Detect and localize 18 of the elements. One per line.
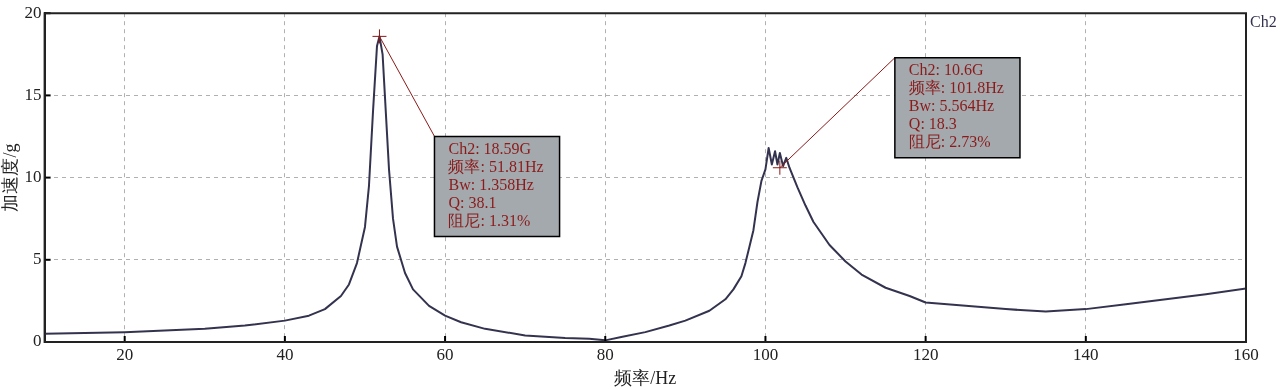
x-tick-label: 140 <box>1073 344 1099 364</box>
x-axis-title: 频率/Hz <box>614 367 677 388</box>
y-tick-label: 5 <box>33 249 42 269</box>
y-tick-label: 0 <box>33 331 42 351</box>
y-tick-label: 15 <box>24 84 42 104</box>
y-tick-label: 10 <box>24 167 42 187</box>
x-tick-label: 160 <box>1233 344 1259 364</box>
x-tick-label: 100 <box>752 344 779 364</box>
x-tick-label: 80 <box>596 344 614 364</box>
annotation: Ch2: 18.59G 频率: 51.81Hz Bw: 1.358Hz Q: 38.1 阻尼: 1.31% <box>448 139 544 229</box>
y-tick-label: 20 <box>24 2 42 22</box>
x-tick-label: 40 <box>276 344 294 364</box>
text: Ch2 <box>1250 13 1277 31</box>
y-axis-title: 加速度/g <box>0 143 20 212</box>
x-tick-label: 120 <box>912 344 939 364</box>
annotation: Ch2: 10.6G 频率: 101.8Hz Bw: 5.564Hz Q: 18.3 阻尼: 2.73% <box>908 60 1004 150</box>
x-tick-label: 60 <box>436 344 454 364</box>
x-tick-label: 20 <box>116 344 134 364</box>
